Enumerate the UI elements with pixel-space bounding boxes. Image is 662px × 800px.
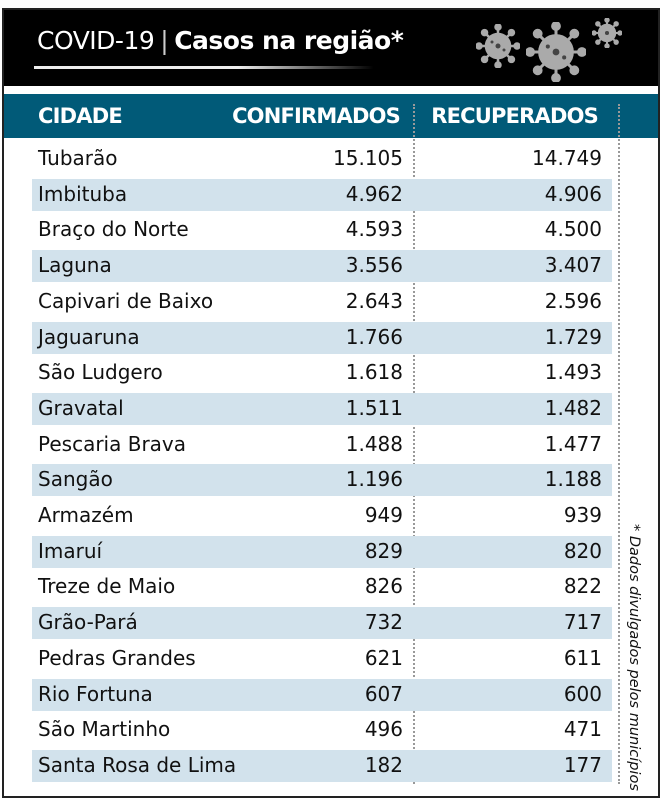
title-separator: | — [160, 26, 169, 55]
cell-city: Rio Fortuna — [38, 681, 153, 706]
table-row: Imaruí 829 820 — [32, 535, 612, 568]
header-bar: COVID-19 | Casos na região* — [4, 10, 658, 86]
cell-recovered: 2.596 — [544, 288, 602, 313]
cell-city: Imbituba — [38, 181, 128, 206]
cell-confirmed: 1.766 — [345, 324, 403, 349]
cell-city: Santa Rosa de Lima — [38, 752, 237, 777]
cell-confirmed: 1.511 — [345, 395, 403, 420]
cell-city: Sangão — [38, 467, 113, 492]
cell-city: Braço do Norte — [38, 217, 189, 242]
cell-city: Capivari de Baixo — [38, 288, 214, 313]
cell-recovered: 600 — [563, 681, 602, 706]
table-row: Sangão 1.196 1.188 — [32, 464, 612, 497]
coronavirus-icon — [476, 24, 520, 68]
table-row: Rio Fortuna 607 600 — [32, 678, 612, 711]
title-main: Casos na região* — [174, 26, 404, 55]
cell-recovered: 4.500 — [544, 217, 602, 242]
table-row: São Martinho 496 471 — [32, 714, 612, 746]
cell-confirmed: 949 — [364, 503, 403, 527]
table-row: Tubarão 15.105 14.749 — [32, 143, 612, 175]
table-row: Imbituba 4.962 4.906 — [32, 178, 612, 211]
cell-confirmed: 4.593 — [345, 217, 403, 242]
cell-city: Treze de Maio — [38, 574, 176, 599]
page-title: COVID-19 | Casos na região* — [37, 26, 404, 55]
cell-confirmed: 496 — [364, 717, 403, 742]
cell-confirmed: 829 — [364, 538, 403, 563]
table-row: Pedras Grandes 621 611 — [32, 643, 612, 675]
cell-recovered: 471 — [563, 717, 602, 742]
coronavirus-icon — [526, 22, 586, 82]
table-row: Armazém 949 939 — [32, 500, 612, 532]
infographic: COVID-19 | Casos na região* CIDADE CONFIRM… — [2, 8, 660, 798]
cell-recovered: 1.477 — [544, 431, 602, 456]
cell-recovered: 822 — [563, 574, 602, 599]
footnote-text: * Dados divulgados pelos municípios — [626, 524, 642, 791]
column-header-city: CIDADE — [38, 104, 123, 128]
cell-confirmed: 3.556 — [345, 253, 403, 278]
cell-city: Armazém — [38, 503, 134, 527]
cell-recovered: 1.482 — [544, 395, 602, 420]
table-row: Laguna 3.556 3.407 — [32, 250, 612, 283]
table-row: Santa Rosa de Lima 182 177 — [32, 749, 612, 782]
cell-recovered: 4.906 — [544, 181, 602, 206]
table-header: CIDADE CONFIRMADOS RECUPERADOS — [4, 94, 658, 138]
table-row: Jaguaruna 1.766 1.729 — [32, 321, 612, 354]
cell-recovered: 3.407 — [544, 253, 602, 278]
cell-recovered: 939 — [563, 503, 602, 527]
cell-confirmed: 1.618 — [345, 360, 403, 385]
table-row: Capivari de Baixo 2.643 2.596 — [32, 286, 612, 318]
cell-city: Gravatal — [38, 395, 124, 420]
cell-city: Imaruí — [38, 538, 103, 563]
coronavirus-icon — [592, 18, 622, 48]
column-divider — [413, 104, 415, 784]
cell-recovered: 14.749 — [532, 146, 602, 170]
cell-city: Jaguaruna — [38, 324, 140, 349]
table-row: Pescaria Brava 1.488 1.477 — [32, 429, 612, 461]
cell-confirmed: 2.643 — [345, 288, 403, 313]
title-prefix: COVID-19 — [37, 26, 155, 55]
cell-recovered: 820 — [563, 538, 602, 563]
cell-recovered: 1.493 — [544, 360, 602, 385]
cell-city: São Martinho — [38, 717, 171, 742]
footnote: * Dados divulgados pelos municípios — [622, 524, 662, 791]
cell-recovered: 177 — [563, 752, 602, 777]
cell-recovered: 1.729 — [544, 324, 602, 349]
cell-recovered: 611 — [563, 645, 602, 670]
cell-recovered: 1.188 — [544, 467, 602, 492]
table-row: Gravatal 1.511 1.482 — [32, 392, 612, 425]
cell-confirmed: 182 — [364, 752, 403, 777]
cell-recovered: 717 — [563, 610, 602, 635]
cell-city: Grão-Pará — [38, 610, 138, 635]
cell-confirmed: 1.196 — [345, 467, 403, 492]
cell-city: Pedras Grandes — [38, 645, 196, 670]
table-row: São Ludgero 1.618 1.493 — [32, 357, 612, 389]
table-row: Grão-Pará 732 717 — [32, 607, 612, 640]
cell-confirmed: 4.962 — [345, 181, 403, 206]
table-row: Treze de Maio 826 822 — [32, 571, 612, 603]
cell-confirmed: 1.488 — [345, 431, 403, 456]
cell-confirmed: 15.105 — [333, 146, 403, 170]
cell-confirmed: 621 — [364, 645, 403, 670]
cell-city: São Ludgero — [38, 360, 163, 385]
title-underline — [34, 66, 374, 69]
column-divider — [618, 104, 620, 784]
cell-confirmed: 607 — [364, 681, 403, 706]
cell-confirmed: 826 — [364, 574, 403, 599]
cell-city: Laguna — [38, 253, 112, 278]
column-header-recovered: RECUPERADOS — [431, 104, 599, 128]
cell-confirmed: 732 — [364, 610, 403, 635]
cell-city: Pescaria Brava — [38, 431, 187, 456]
cell-city: Tubarão — [38, 146, 118, 170]
column-header-confirmed: CONFIRMADOS — [232, 104, 401, 128]
table-row: Braço do Norte 4.593 4.500 — [32, 214, 612, 246]
